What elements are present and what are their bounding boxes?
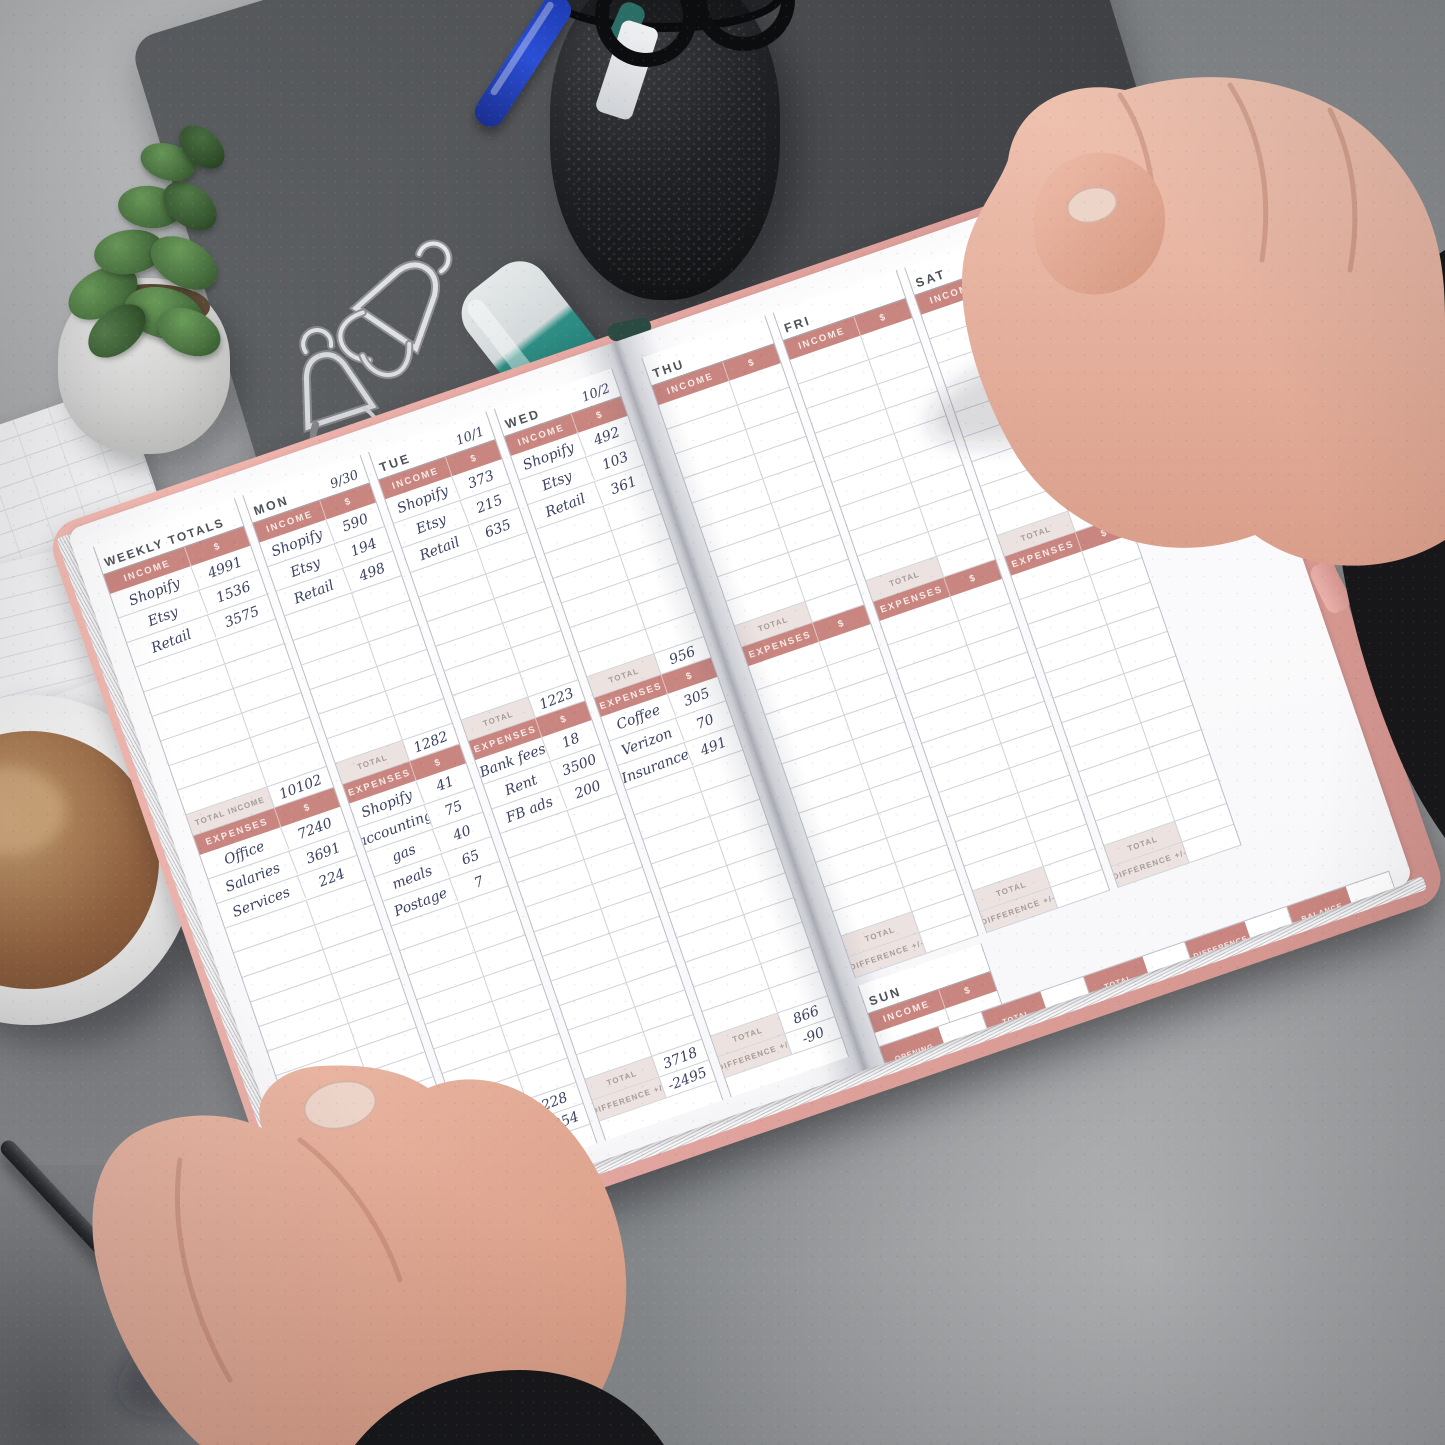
succulent-plant: [30, 116, 260, 460]
right-hand: [962, 77, 1445, 566]
eyeglasses: [595, 0, 795, 67]
left-hand: [92, 1065, 627, 1445]
thumbnail: [303, 1080, 377, 1130]
right-thumb: [1033, 152, 1166, 295]
black-sleeve-bottom: [355, 1370, 664, 1445]
thumbnail: [1066, 186, 1118, 224]
